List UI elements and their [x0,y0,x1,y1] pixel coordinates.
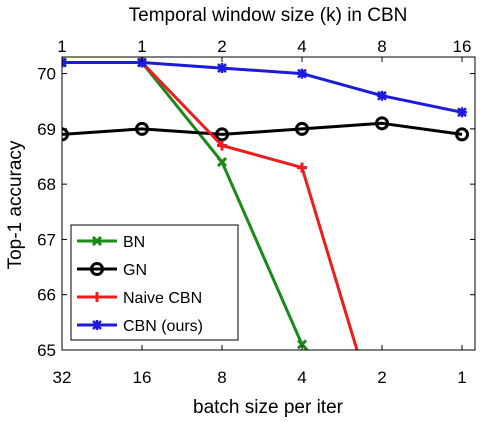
top-axis-title: Temporal window size (k) in CBN [129,5,408,26]
data-point-cbn-ours [457,107,467,118]
legend-label-naive-cbn: Naive CBN [123,290,202,307]
data-point-gn [375,116,389,131]
legend-item-cbn-ours: CBN (ours) [77,318,203,335]
data-point-bn [216,156,228,168]
x-axis-title: batch size per iter [193,397,344,418]
top-tick-label: 1 [57,37,66,56]
series-gn [62,116,469,142]
legend-label-gn: GN [123,262,147,279]
legend-label-cbn-ours: CBN (ours) [123,318,203,335]
data-point-gn [135,121,149,136]
legend-label-bn: BN [123,234,145,251]
top-tick-label: 1 [137,37,146,56]
legend-item-gn: GN [77,262,147,279]
y-tick-label: 68 [37,175,56,194]
data-point-gn [215,127,229,142]
x-tick-label: 8 [217,368,226,387]
x-tick-label: 4 [297,368,306,387]
top-tick-label: 4 [297,37,306,56]
legend-marker-bn [91,235,103,247]
data-point-gn [295,121,309,136]
data-point-cbn-ours [137,57,147,68]
y-tick-label: 69 [37,120,56,139]
data-point-naive-cbn [297,162,307,173]
axis-tick-marks [61,57,475,351]
y-tick-label: 65 [37,341,56,360]
series-line-cbn-ours [62,61,463,114]
series-line-gn [62,121,463,136]
legend-marker-gn [90,262,104,276]
y-tick-label: 70 [37,65,56,84]
x-tick-label: 1 [457,368,466,387]
series-group [62,57,469,350]
top-tick-label: 2 [217,37,226,56]
y-axis-title: Top-1 accuracy [5,140,26,269]
data-point-gn [62,127,69,142]
data-point-cbn-ours [377,90,387,101]
data-point-cbn-ours [217,63,227,74]
legend-item-naive-cbn: Naive CBN [77,290,202,307]
y-tick-label: 66 [37,286,56,305]
y-axis-tick-labels: 65 66 67 68 69 70 [37,65,56,360]
data-point-bn [296,339,308,350]
plot-frame [61,56,476,351]
data-point-gn [455,127,469,142]
legend-marker-naive-cbn [92,292,102,302]
legend-item-bn: BN [77,234,145,251]
legend-marker-cbn-ours [92,320,102,330]
top-tick-label: 8 [377,37,386,56]
data-point-naive-cbn [217,140,227,151]
data-point-cbn-ours [297,68,307,79]
top-axis-tick-labels: 1 1 2 4 8 16 [57,37,471,56]
x-tick-label: 16 [133,368,152,387]
x-tick-label: 32 [53,368,72,387]
x-tick-label: 2 [377,368,386,387]
y-tick-label: 67 [37,230,56,249]
top-tick-label: 16 [453,37,472,56]
series-cbn-ours [62,57,467,118]
legend: BN GN Naive CBN CBN (ours) [70,224,239,341]
bottom-axis-tick-labels: 32 16 8 4 2 1 [53,368,467,387]
